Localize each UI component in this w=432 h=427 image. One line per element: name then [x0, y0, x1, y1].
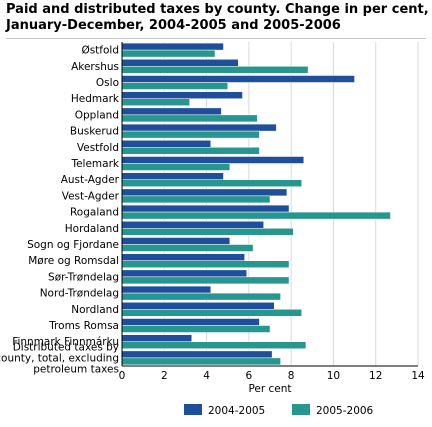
bar-2005-2006-0: [121, 49, 216, 58]
bar-2005-2006-11: [121, 228, 294, 236]
bar-2005-2006-19: [121, 357, 281, 366]
bar-2004-2005-3: [121, 91, 243, 99]
category-label-15: Nord-Trøndelag: [40, 288, 119, 300]
bar-2005-2006-7: [121, 163, 231, 171]
x-tick-label-1: 2: [161, 370, 168, 382]
category-label-14: Sør-Trøndelag: [48, 271, 119, 283]
x-tick-label-4: 8: [288, 370, 295, 382]
bar-2004-2005-16: [121, 302, 275, 310]
bar-2005-2006-3: [121, 98, 190, 106]
bar-2004-2005-17: [121, 318, 260, 326]
category-label-8: Aust-Agder: [61, 174, 120, 186]
category-label-12: Sogn og Fjordane: [27, 239, 119, 251]
gridlines: [121, 42, 419, 366]
category-label-18: Finnmark Finnmárku: [12, 336, 119, 348]
legend-label-2005-2006: 2005-2006: [316, 405, 374, 417]
bar-2005-2006-14: [121, 276, 290, 285]
bar-2004-2005-11: [121, 221, 264, 229]
category-label-7: Telemark: [70, 158, 119, 170]
bar-2005-2006-10: [121, 211, 391, 220]
bar-2005-2006-12: [121, 244, 254, 252]
bar-2005-2006-9: [121, 195, 271, 204]
category-label-3: Hedmark: [71, 93, 120, 105]
category-label-1: Akershus: [71, 61, 119, 73]
category-labels: Østfold Akershus Oslo Hedmark Oppland Buskeru…: [0, 45, 120, 376]
bar-2004-2005-7: [121, 156, 305, 164]
legend-label-2004-2005: 2004-2005: [208, 405, 265, 417]
category-label-5: Buskerud: [70, 126, 119, 138]
bar-2004-2005-0: [121, 42, 224, 51]
axes: [121, 42, 418, 367]
bar-2004-2005-5: [121, 123, 277, 132]
x-tick-label-2: 4: [203, 370, 210, 382]
bar-2004-2005-13: [121, 253, 245, 261]
category-label-17: Troms Romsa: [48, 320, 119, 332]
bar-2005-2006-5: [121, 130, 260, 139]
bar-2004-2005-19: [121, 350, 273, 359]
bar-2004-2005-8: [121, 172, 224, 180]
legend: 2004-2005 2005-2006: [184, 404, 374, 417]
bar-2005-2006-15: [121, 292, 281, 301]
category-label-13: Møre og Romsdal: [28, 255, 119, 267]
category-label-6: Vestfold: [77, 142, 119, 154]
bar-2004-2005-1: [121, 59, 239, 67]
bar-2004-2005-12: [121, 237, 231, 245]
category-label-10: Rogaland: [70, 207, 119, 219]
bar-2005-2006-2: [121, 82, 228, 90]
legend-swatch-2005-2006: [292, 404, 310, 415]
bar-2005-2006-4: [121, 114, 258, 123]
bar-2004-2005-2: [121, 75, 355, 83]
bar-2005-2006-16: [121, 309, 302, 317]
x-tick-label-3: 6: [246, 370, 253, 382]
bar-2004-2005-10: [121, 204, 290, 213]
x-tick-label-7: 14: [411, 370, 425, 382]
bar-2005-2006-17: [121, 325, 271, 333]
bars: [121, 42, 391, 366]
x-tick-label-5: 10: [327, 370, 340, 382]
category-label-16: Nordland: [71, 304, 119, 316]
x-tick-label-0: 0: [119, 370, 126, 382]
x-tick-label-6: 12: [369, 370, 382, 382]
category-label-0: Østfold: [81, 45, 119, 57]
bar-2005-2006-18: [121, 341, 307, 349]
category-label-2: Oslo: [96, 77, 119, 89]
category-label-4: Oppland: [75, 109, 119, 121]
bar-2005-2006-6: [121, 147, 260, 155]
legend-swatch-2004-2005: [184, 404, 202, 415]
title-divider: [6, 38, 426, 39]
bar-2005-2006-1: [121, 66, 309, 74]
category-label-19: Distributed taxes by county, total, exclu…: [0, 341, 119, 375]
bar-2004-2005-4: [121, 107, 222, 116]
chart-title: Paid and distributed taxes by county. Ch…: [6, 2, 429, 33]
bar-2005-2006-13: [121, 260, 290, 268]
category-label-11: Hordaland: [65, 223, 119, 235]
bar-2005-2006-8: [121, 179, 302, 187]
bar-2004-2005-14: [121, 269, 247, 278]
bar-2004-2005-18: [121, 334, 193, 342]
bar-2004-2005-6: [121, 140, 212, 148]
bar-2004-2005-15: [121, 285, 212, 294]
x-axis-label: Per cent: [248, 383, 291, 395]
category-label-9: Vest-Agder: [62, 190, 120, 202]
bar-2004-2005-9: [121, 188, 288, 197]
x-tick-labels: 0 2 4 6 8 10 12 14: [119, 370, 425, 382]
